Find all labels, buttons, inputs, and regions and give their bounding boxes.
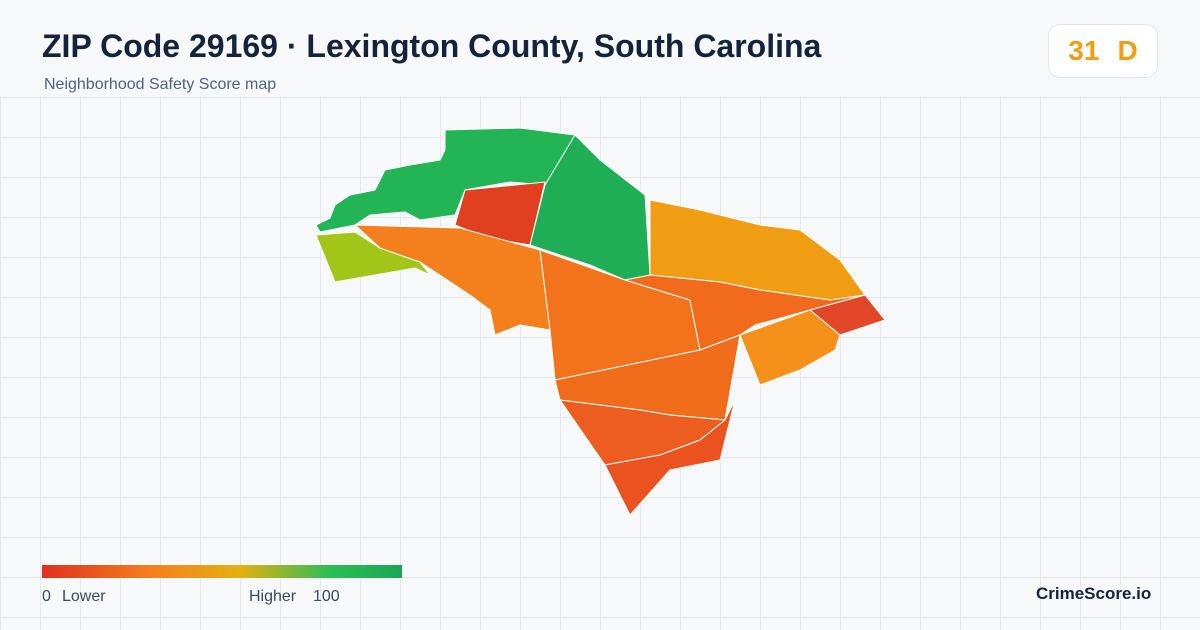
region bbox=[739, 309, 841, 386]
legend-max: 100 bbox=[313, 588, 340, 605]
score-badge: 31 D bbox=[1048, 24, 1158, 78]
legend-gradient bbox=[42, 565, 402, 578]
title: ZIP Code 29169 · Lexington County, South… bbox=[42, 28, 822, 64]
brand: CrimeScore.io bbox=[1036, 584, 1152, 603]
region bbox=[604, 399, 736, 516]
legend-high-label: Higher bbox=[249, 588, 297, 605]
legend-low-label: Lower bbox=[62, 588, 106, 605]
subtitle: Neighborhood Safety Score map bbox=[44, 76, 277, 93]
legend-min: 0 bbox=[42, 588, 51, 605]
score: 31 bbox=[1068, 35, 1100, 66]
region bbox=[315, 231, 431, 283]
region bbox=[529, 134, 651, 281]
header: ZIP Code 29169 · Lexington County, South… bbox=[0, 0, 1200, 96]
grade: D bbox=[1117, 35, 1138, 66]
region bbox=[354, 224, 551, 336]
